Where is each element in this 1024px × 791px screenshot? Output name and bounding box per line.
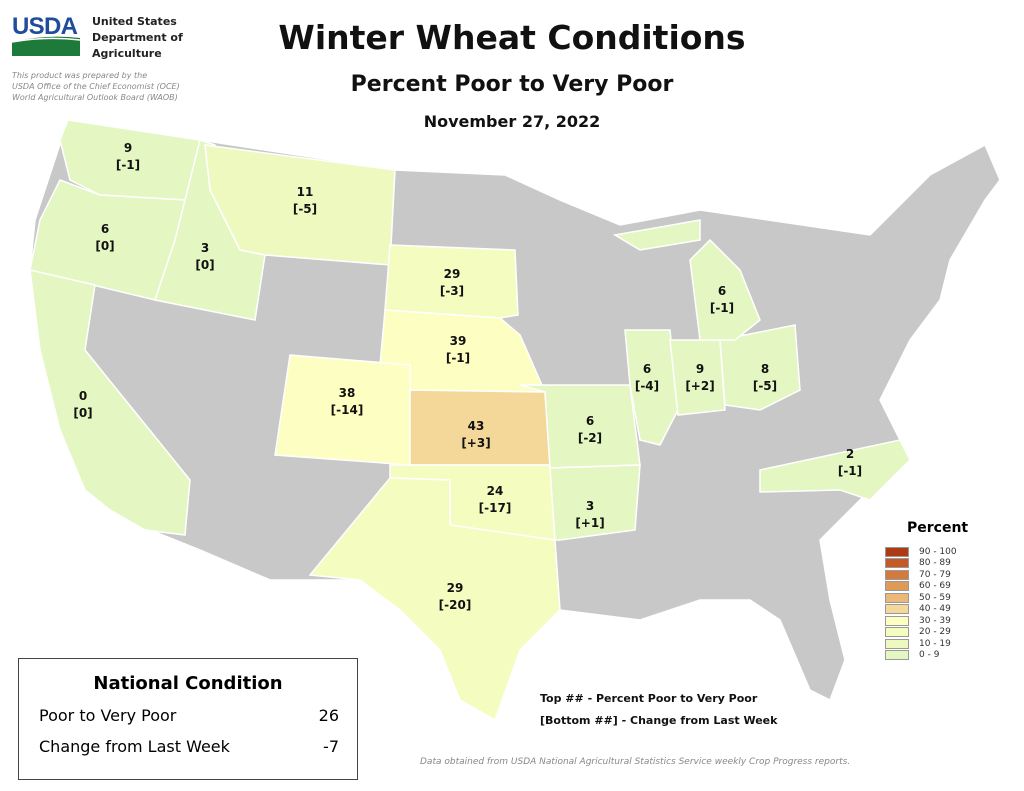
legend-swatch [885, 592, 909, 603]
legend: Percent 90 - 100 80 - 89 70 - 79 60 - 69 50 … [885, 520, 968, 661]
legend-item: 20 - 29 [885, 627, 968, 639]
legend-label: 70 - 79 [919, 569, 951, 580]
state-value-label: 3 [201, 241, 209, 255]
label-key: Top ## - Percent Poor to Very Poor [Botto… [540, 692, 778, 727]
state-value-label: 6 [586, 414, 594, 428]
legend-label: 80 - 89 [919, 558, 951, 569]
prepared-by-note: This product was prepared by the USDA Off… [12, 71, 180, 102]
legend-swatch [885, 569, 909, 580]
map-date: November 27, 2022 [423, 112, 601, 131]
legend-item: 10 - 19 [885, 638, 968, 650]
state-change-label: [-1] [710, 301, 734, 315]
legend-swatch [885, 558, 909, 569]
state-MI [689, 238, 761, 341]
legend-swatch [885, 604, 909, 615]
state-change-label: [-4] [635, 379, 659, 393]
state-change-label: [-1] [116, 158, 140, 172]
state-change-label: [-5] [293, 202, 317, 216]
legend-swatch [885, 546, 909, 557]
legend-item: 50 - 59 [885, 592, 968, 604]
state-change-label: [-3] [440, 284, 464, 298]
state-value-label: 29 [444, 267, 461, 281]
national-row: Change from Last Week -7 [39, 737, 339, 756]
state-AR [549, 464, 641, 541]
legend-label: 50 - 59 [919, 592, 951, 603]
map-title: Winter Wheat Conditions [278, 18, 746, 57]
state-value-label: 0 [79, 389, 87, 403]
state-change-label: [0] [195, 258, 214, 272]
legend-item: 80 - 89 [885, 558, 968, 570]
state-change-label: [-1] [838, 464, 862, 478]
state-IN [669, 339, 726, 416]
state-change-label: [-14] [331, 403, 364, 417]
national-condition-box: National Condition Poor to Very Poor 26 C… [18, 658, 358, 780]
state-IL [624, 329, 679, 446]
legend-item: 70 - 79 [885, 569, 968, 581]
state-value-label: 9 [124, 141, 132, 155]
state-change-label: [-2] [578, 431, 602, 445]
state-value-label: 6 [101, 222, 109, 236]
state-change-label: [-17] [479, 501, 512, 515]
legend-label: 10 - 19 [919, 638, 951, 649]
national-row: Poor to Very Poor 26 [39, 706, 339, 725]
legend-item: 90 - 100 [885, 546, 968, 558]
state-CA [29, 269, 191, 536]
state-value-label: 3 [586, 499, 594, 513]
state-change-label: [-5] [753, 379, 777, 393]
state-value-label: 8 [761, 362, 769, 376]
legend-item: 60 - 69 [885, 581, 968, 593]
state-value-label: 39 [450, 334, 467, 348]
state-change-label: [+2] [685, 379, 714, 393]
state-change-label: [+1] [575, 516, 604, 530]
state-value-label: 38 [339, 386, 356, 400]
source-note: Data obtained from USDA National Agricul… [420, 757, 851, 767]
map-subtitle: Percent Poor to Very Poor [350, 72, 674, 97]
agency-name: United States Department of Agriculture [92, 15, 183, 60]
state-change-label: [0] [73, 406, 92, 420]
state-change-label: [-1] [446, 351, 470, 365]
state-NC [759, 439, 911, 501]
legend-swatch [885, 581, 909, 592]
legend-label: 0 - 9 [919, 650, 940, 661]
legend-swatch [885, 627, 909, 638]
legend-swatch [885, 650, 909, 661]
state-value-label: 11 [297, 185, 314, 199]
legend-label: 30 - 39 [919, 615, 951, 626]
state-value-label: 24 [487, 484, 504, 498]
state-value-label: 43 [468, 419, 485, 433]
state-change-label: [0] [95, 239, 114, 253]
legend-title: Percent [907, 520, 969, 536]
state-OH [719, 324, 801, 411]
state-MI [612, 219, 701, 251]
usda-logo: USDA [12, 13, 80, 56]
legend-label: 40 - 49 [919, 604, 951, 615]
state-value-label: 6 [643, 362, 651, 376]
state-MT [204, 144, 396, 266]
state-TX [308, 477, 561, 722]
state-value-label: 2 [846, 447, 854, 461]
legend-item: 40 - 49 [885, 604, 968, 616]
svg-text:USDA: USDA [12, 13, 78, 40]
state-value-label: 29 [447, 581, 464, 595]
state-value-label: 6 [718, 284, 726, 298]
state-change-label: [-20] [439, 598, 472, 612]
legend-swatch [885, 638, 909, 649]
legend-label: 60 - 69 [919, 581, 951, 592]
national-title: National Condition [93, 673, 283, 694]
legend-label: 20 - 29 [919, 627, 951, 638]
state-value-label: 9 [696, 362, 704, 376]
state-change-label: [+3] [461, 436, 490, 450]
legend-item: 30 - 39 [885, 615, 968, 627]
legend-item: 0 - 9 [885, 650, 968, 662]
state-SD [384, 244, 519, 319]
legend-swatch [885, 615, 909, 626]
legend-label: 90 - 100 [919, 546, 957, 557]
